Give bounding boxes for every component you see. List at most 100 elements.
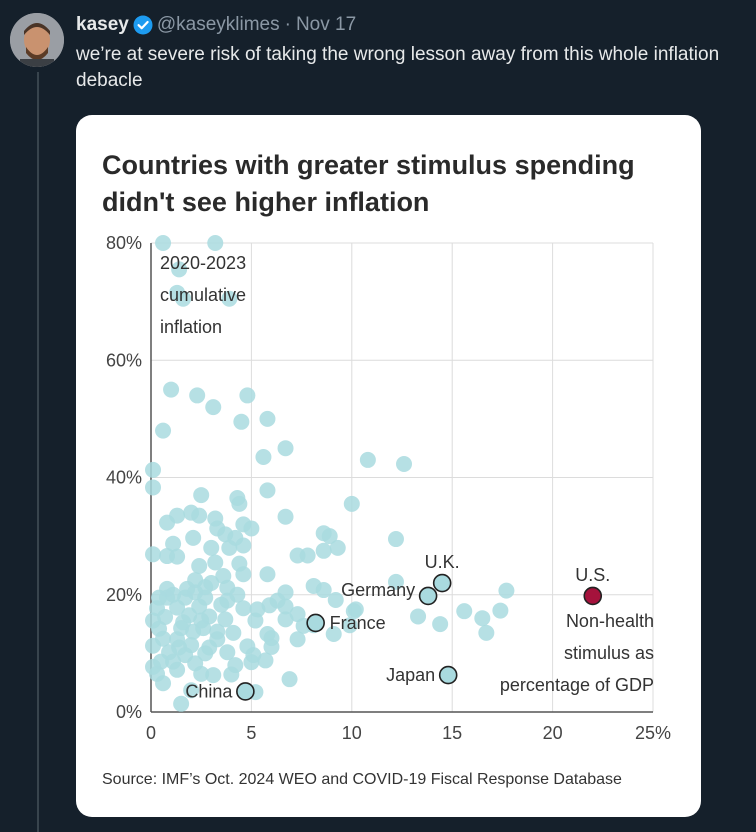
data-point	[155, 422, 172, 439]
data-point	[197, 645, 214, 662]
chart-image-card[interactable]: Countries with greater stimulus spending…	[76, 115, 701, 817]
data-point	[329, 539, 346, 556]
data-point	[221, 539, 238, 556]
data-point	[261, 597, 278, 614]
verified-badge-icon	[133, 15, 153, 35]
highlight-point	[432, 573, 452, 593]
data-point	[205, 667, 222, 684]
data-point	[359, 451, 376, 468]
data-point	[235, 537, 252, 554]
point-label: China	[185, 681, 233, 701]
data-point	[203, 539, 220, 556]
data-point	[221, 290, 238, 307]
x-annotation-text: stimulus as	[564, 643, 654, 663]
data-point	[169, 599, 186, 616]
y-annotation-text: 2020-2023	[160, 253, 246, 273]
data-point	[277, 611, 294, 628]
data-point	[193, 487, 210, 504]
data-point	[233, 413, 250, 430]
data-point	[169, 661, 186, 678]
data-point	[213, 596, 230, 613]
point-label: Japan	[386, 665, 435, 685]
data-point	[387, 531, 404, 548]
data-point	[193, 665, 210, 682]
data-point	[259, 410, 276, 427]
tweet-header: kasey @kaseyklimes · Nov 17	[76, 13, 356, 37]
data-point	[165, 535, 182, 552]
data-point	[257, 652, 274, 669]
data-point	[343, 495, 360, 512]
highlight-point	[438, 665, 458, 685]
data-point	[478, 624, 495, 641]
x-tick-label: 20	[543, 723, 563, 743]
point-label: U.S.	[575, 565, 610, 585]
data-point	[456, 603, 473, 620]
data-point	[217, 611, 234, 628]
y-tick-label: 0%	[116, 702, 142, 722]
avatar[interactable]	[10, 13, 64, 67]
avatar-photo-icon	[10, 13, 64, 67]
chart-source: Source: IMF’s Oct. 2024 WEO and COVID-19…	[102, 771, 622, 788]
x-tick-label: 10	[342, 723, 362, 743]
data-point	[410, 608, 427, 625]
data-point	[327, 592, 344, 609]
data-point	[163, 381, 180, 398]
data-point	[175, 290, 192, 307]
separator-dot: ·	[284, 14, 291, 35]
data-point	[259, 566, 276, 583]
x-annotation-text: percentage of GDP	[500, 675, 654, 695]
data-point	[432, 616, 449, 633]
y-tick-label: 80%	[106, 233, 142, 253]
data-point	[277, 598, 294, 615]
author-handle[interactable]: @kaseyklimes	[156, 14, 280, 35]
data-point	[341, 617, 358, 634]
data-point	[145, 637, 162, 654]
data-point	[259, 482, 276, 499]
data-point	[171, 261, 188, 278]
data-point	[207, 235, 224, 251]
point-label: Germany	[341, 580, 415, 600]
data-point	[205, 399, 222, 416]
data-point	[183, 682, 200, 699]
highlight-point	[418, 586, 438, 606]
data-point	[498, 582, 515, 599]
data-point	[387, 573, 404, 590]
highlight-point	[306, 613, 325, 633]
data-point	[347, 601, 364, 618]
data-point	[223, 666, 240, 683]
data-point	[155, 235, 172, 251]
data-point	[225, 624, 242, 641]
data-point	[235, 600, 252, 617]
x-tick-label: 5	[246, 723, 256, 743]
highlight-point	[236, 682, 255, 701]
x-tick-label: 15	[442, 723, 462, 743]
data-point	[396, 456, 413, 473]
data-point	[235, 566, 252, 583]
data-point	[492, 602, 509, 619]
point-label: France	[330, 613, 386, 633]
data-point	[189, 387, 206, 404]
data-point	[263, 638, 280, 655]
data-point	[243, 654, 260, 671]
data-point	[289, 631, 306, 648]
x-annotation-text: Non-health	[566, 611, 654, 631]
y-tick-label: 60%	[106, 350, 142, 370]
tweet-date[interactable]: Nov 17	[295, 14, 357, 35]
thread-line	[37, 72, 39, 832]
data-point	[145, 546, 162, 563]
y-annotation-text: cumulative	[160, 285, 246, 305]
data-point	[195, 620, 212, 637]
highlight-point	[583, 586, 603, 606]
chart-title: Countries with greater stimulus spending…	[102, 150, 635, 217]
data-point	[255, 448, 272, 465]
data-point	[277, 440, 294, 457]
x-tick-label: 25%	[635, 723, 671, 743]
data-point	[145, 479, 162, 496]
data-point	[159, 514, 176, 531]
author-name[interactable]: kasey	[76, 14, 129, 35]
point-label: U.K.	[425, 552, 460, 572]
data-point	[191, 507, 208, 524]
scatter-chart: 0 5 10 15 20 25% 0% 20% 40% 60% 80% China France Germ…	[106, 233, 671, 743]
data-point	[231, 495, 248, 512]
y-tick-label: 40%	[106, 468, 142, 488]
